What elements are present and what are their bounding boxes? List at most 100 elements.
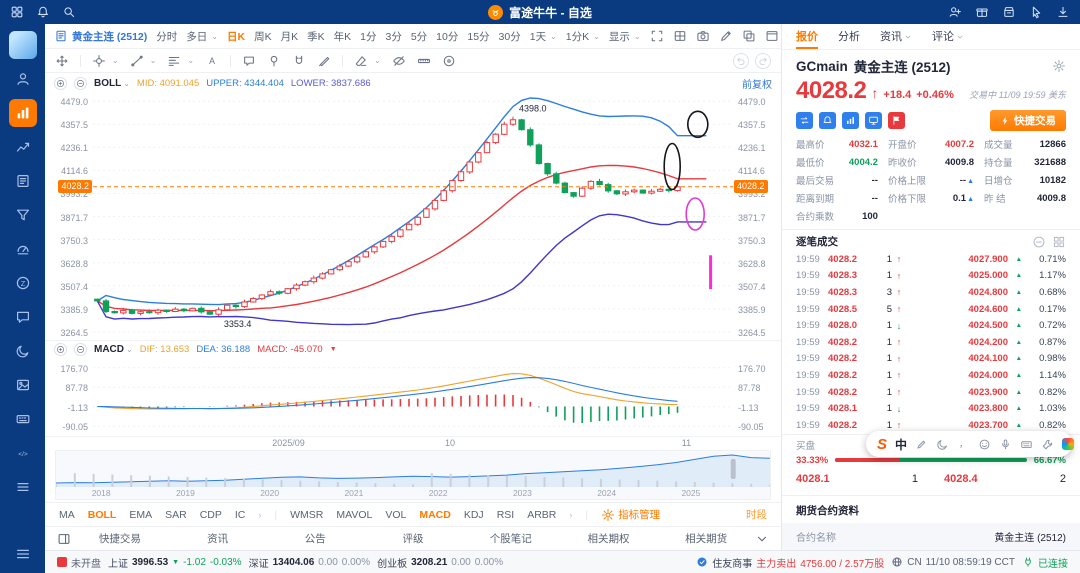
measure-icon[interactable] [417, 54, 431, 68]
ime-mode[interactable]: 中 [895, 436, 907, 453]
toolbox-icon[interactable] [1041, 438, 1054, 451]
undo-button[interactable] [733, 53, 749, 69]
period-tab-15分[interactable]: 15分 [467, 29, 489, 44]
text-icon[interactable]: A [205, 54, 219, 68]
period-tab-月K[interactable]: 月K [281, 29, 299, 44]
indicator-tab-MAVOL[interactable]: MAVOL [336, 509, 372, 521]
index-上证[interactable]: 上证3996.53▼-1.02-0.03% [108, 555, 242, 570]
capital-flow[interactable]: 住友商事主力卖出4756.00 / 2.57万股 [696, 555, 884, 570]
indicator-manage-button[interactable]: 指标管理 [601, 507, 660, 522]
indicator-tab-ARBR[interactable]: ARBR [527, 509, 556, 521]
store-icon[interactable] [1002, 5, 1016, 19]
alert-icon-button[interactable] [819, 112, 836, 129]
indicator-tab-SAR[interactable]: SAR [165, 509, 187, 521]
tick-row[interactable]: 19:594028.11↓4023.800▲1.03% [796, 400, 1066, 417]
sidebar-item-media[interactable] [9, 371, 37, 399]
period-tab-30分[interactable]: 30分 [499, 29, 521, 44]
bottom-tab-个股笔记[interactable]: 个股笔记 [462, 531, 560, 546]
adjust-mode-link[interactable]: 前复权 [742, 76, 772, 91]
sidebar-item-screener[interactable] [9, 201, 37, 229]
remove-indicator-icon[interactable] [74, 343, 87, 356]
add-indicator-icon[interactable] [54, 343, 67, 356]
symbol-chip[interactable]: 黄金主连 (2512) [54, 29, 147, 44]
period-tab-显示[interactable]: 显示 [609, 29, 630, 44]
tick-row[interactable]: 19:594028.21↑4027.900▲0.71% [796, 251, 1066, 268]
skin-icon[interactable] [1062, 438, 1074, 450]
brush-icon[interactable] [317, 54, 331, 68]
download-icon[interactable] [1056, 5, 1070, 19]
window-icon[interactable] [765, 29, 779, 43]
candlestick-chart[interactable]: 4398.03353.4 [93, 93, 733, 340]
tick-row[interactable]: 19:594028.21↑4024.000▲1.14% [796, 367, 1066, 384]
sidebar-item-community[interactable] [9, 303, 37, 331]
cd-icon[interactable] [442, 54, 456, 68]
period-tab-3分[interactable]: 3分 [385, 29, 401, 44]
sogou-logo-icon[interactable]: S [877, 436, 887, 453]
period-tab-1分K[interactable]: 1分K [566, 29, 589, 44]
quote-tab-评论[interactable]: 评论 [932, 24, 964, 49]
tick-row[interactable]: 19:594028.21↑4024.100▲0.98% [796, 351, 1066, 368]
ime-toolbar[interactable]: S 中 ， [866, 431, 1072, 457]
invite-icon[interactable] [948, 5, 962, 19]
quote-tab-资讯[interactable]: 资讯 [880, 24, 912, 49]
bottom-tab-快捷交易[interactable]: 快捷交易 [71, 531, 169, 546]
hide-icon[interactable] [392, 54, 406, 68]
move-icon[interactable] [55, 54, 69, 68]
comment-icon[interactable] [242, 54, 256, 68]
sidebar-item-watchlist[interactable] [9, 473, 37, 501]
chevron-down-icon[interactable] [755, 532, 769, 546]
tick-row[interactable]: 19:594028.55↑4024.600▲0.17% [796, 301, 1066, 318]
bottom-tab-公告[interactable]: 公告 [266, 531, 364, 546]
trendline-icon[interactable] [130, 54, 144, 68]
fib-icon[interactable] [167, 54, 181, 68]
time-segment-button[interactable]: 时段 [746, 507, 767, 522]
trade-icon-button[interactable] [796, 112, 813, 129]
sidebar-item-simulate[interactable] [9, 235, 37, 263]
bottom-tab-评级[interactable]: 评级 [364, 531, 462, 546]
camera-icon[interactable] [696, 29, 710, 43]
sidebar-item-night-mode[interactable] [9, 337, 37, 365]
punct-icon[interactable]: ， [957, 438, 970, 451]
tick-row[interactable]: 19:594028.21↑4023.900▲0.82% [796, 384, 1066, 401]
indicator-tab-CDP[interactable]: CDP [200, 509, 222, 521]
period-tab-日K[interactable]: 日K [227, 29, 245, 44]
monitor-icon-button[interactable] [865, 112, 882, 129]
pin-icon[interactable] [267, 54, 281, 68]
period-tab-年K[interactable]: 年K [334, 29, 352, 44]
bottom-tab-相关期权[interactable]: 相关期权 [560, 531, 658, 546]
region-time[interactable]: CN11/10 08:59:19 CCT [891, 556, 1015, 568]
period-tab-1分[interactable]: 1分 [360, 29, 376, 44]
macd-chart[interactable] [93, 358, 733, 436]
bell-icon[interactable] [36, 5, 50, 19]
bottom-tab-相关期货[interactable]: 相关期货 [657, 531, 755, 546]
indicator-tab-KDJ[interactable]: KDJ [464, 509, 484, 521]
period-tab-1天[interactable]: 1天 [530, 29, 546, 44]
indicator-tab-BOLL[interactable]: BOLL [88, 509, 117, 521]
index-深证[interactable]: 深证13404.060.000.00% [249, 555, 371, 570]
indicator-tab-VOL[interactable]: VOL [385, 509, 406, 521]
grid-layout-icon[interactable] [673, 29, 687, 43]
sidebar-item-shortcut[interactable] [9, 405, 37, 433]
minus-circle-icon[interactable] [1032, 235, 1046, 249]
period-tab-多日[interactable]: 多日 [186, 29, 207, 44]
panel-icon[interactable] [57, 532, 71, 546]
indicator-tab-RSI[interactable]: RSI [497, 509, 515, 521]
sidebar-item-menu[interactable] [9, 540, 37, 568]
grid-small-icon[interactable] [1052, 235, 1066, 249]
period-tab-5分[interactable]: 5分 [411, 29, 427, 44]
moon-icon[interactable] [936, 438, 949, 451]
emoji-icon[interactable] [978, 438, 991, 451]
chart-mini-icon-button[interactable] [842, 112, 859, 129]
tick-row[interactable]: 19:594028.01↓4024.500▲0.72% [796, 317, 1066, 334]
quote-tab-分析[interactable]: 分析 [838, 24, 860, 49]
tick-row[interactable]: 19:594028.31↑4025.000▲1.17% [796, 268, 1066, 285]
bid-group[interactable]: 4028.1 1 [796, 473, 918, 485]
search-icon[interactable] [62, 5, 76, 19]
indicator-tab-MACD[interactable]: MACD [419, 509, 451, 521]
sidebar-item-market[interactable] [9, 133, 37, 161]
ask-group[interactable]: 4028.4 2 [944, 473, 1066, 485]
redo-button[interactable] [755, 53, 771, 69]
avatar[interactable] [9, 31, 37, 59]
sidebar-item-news[interactable] [9, 167, 37, 195]
index-创业板[interactable]: 创业板3208.210.000.00% [377, 555, 503, 570]
